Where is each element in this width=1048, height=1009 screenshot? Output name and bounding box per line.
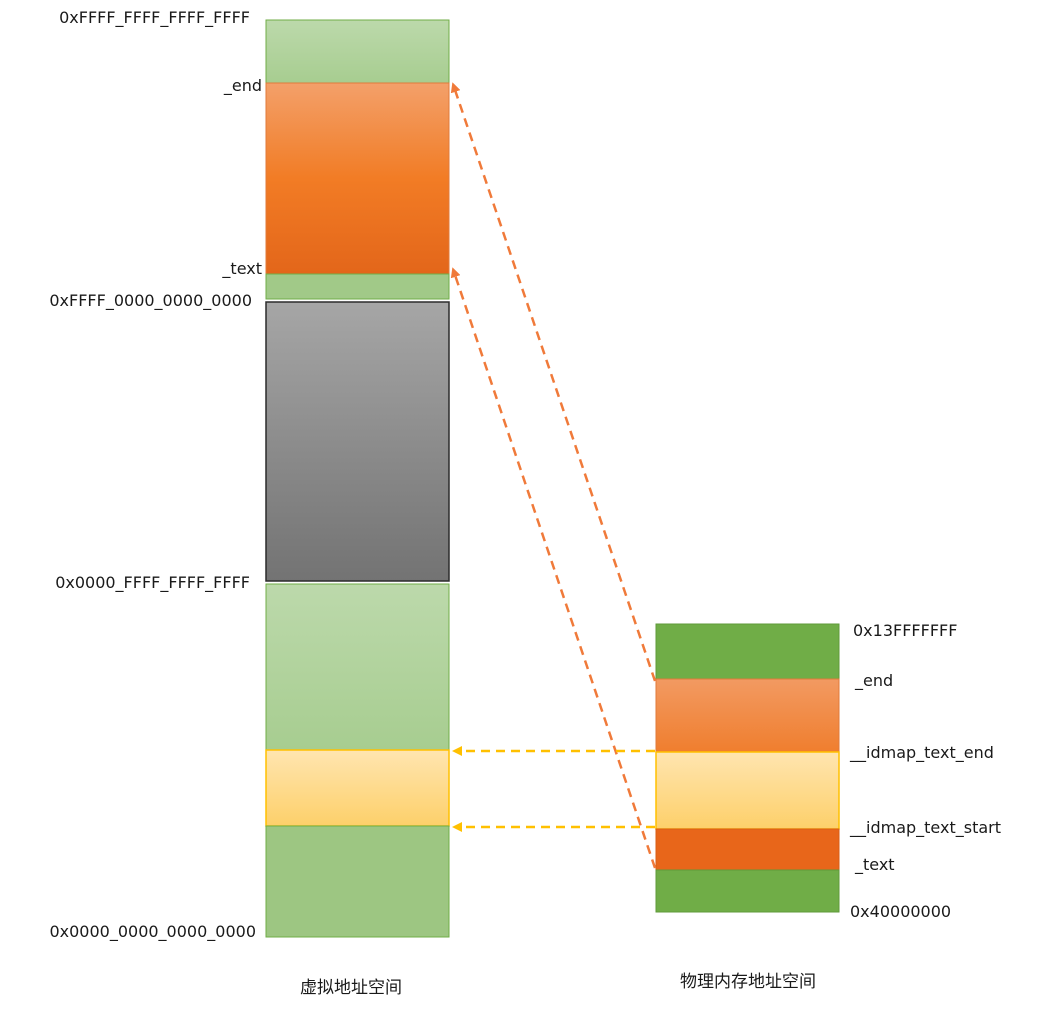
virtual-top-region — [265, 19, 450, 84]
physical-kernel-upper — [655, 678, 840, 753]
virtual-end-label: _end — [223, 76, 262, 96]
virtual-bottom-label: 0x0000_0000_0000_0000 — [49, 922, 256, 942]
virtual-hole-region — [265, 301, 450, 582]
virtual-address-column — [265, 19, 450, 938]
physical-memory-column — [655, 623, 840, 913]
physical-idmap-start-label: __idmap_text_start — [849, 818, 1001, 838]
virtual-kernel-base-label: 0xFFFF_0000_0000_0000 — [49, 291, 252, 311]
virtual-idmap-region — [265, 749, 450, 827]
mapping-arrow-text — [450, 267, 657, 869]
virtual-top-label: 0xFFFF_FFFF_FFFF_FFFF — [59, 8, 250, 28]
physical-idmap-region — [655, 751, 840, 830]
physical-top-label: 0x13FFFFFFF — [853, 621, 957, 640]
physical-bottom-region — [655, 869, 840, 913]
physical-bottom-label: 0x40000000 — [850, 902, 951, 921]
virtual-user-upper-region — [265, 583, 450, 751]
physical-text-label: _text — [854, 855, 895, 875]
physical-end-label: _end — [854, 671, 893, 691]
virtual-kernel-low-region — [265, 273, 450, 300]
physical-kernel-lower — [655, 828, 840, 871]
physical-idmap-end-label: __idmap_text_end — [849, 743, 994, 763]
mapping-arrow-end — [450, 82, 657, 682]
virtual-kernel-image — [265, 82, 450, 275]
virtual-user-top-label: 0x0000_FFFF_FFFF_FFFF — [55, 573, 250, 593]
virtual-space-title: 虚拟地址空间 — [300, 978, 402, 998]
virtual-text-label: _text — [221, 259, 262, 279]
physical-space-title: 物理内存地址空间 — [680, 972, 816, 992]
physical-top-region — [655, 623, 840, 680]
virtual-user-lower-region — [265, 825, 450, 938]
